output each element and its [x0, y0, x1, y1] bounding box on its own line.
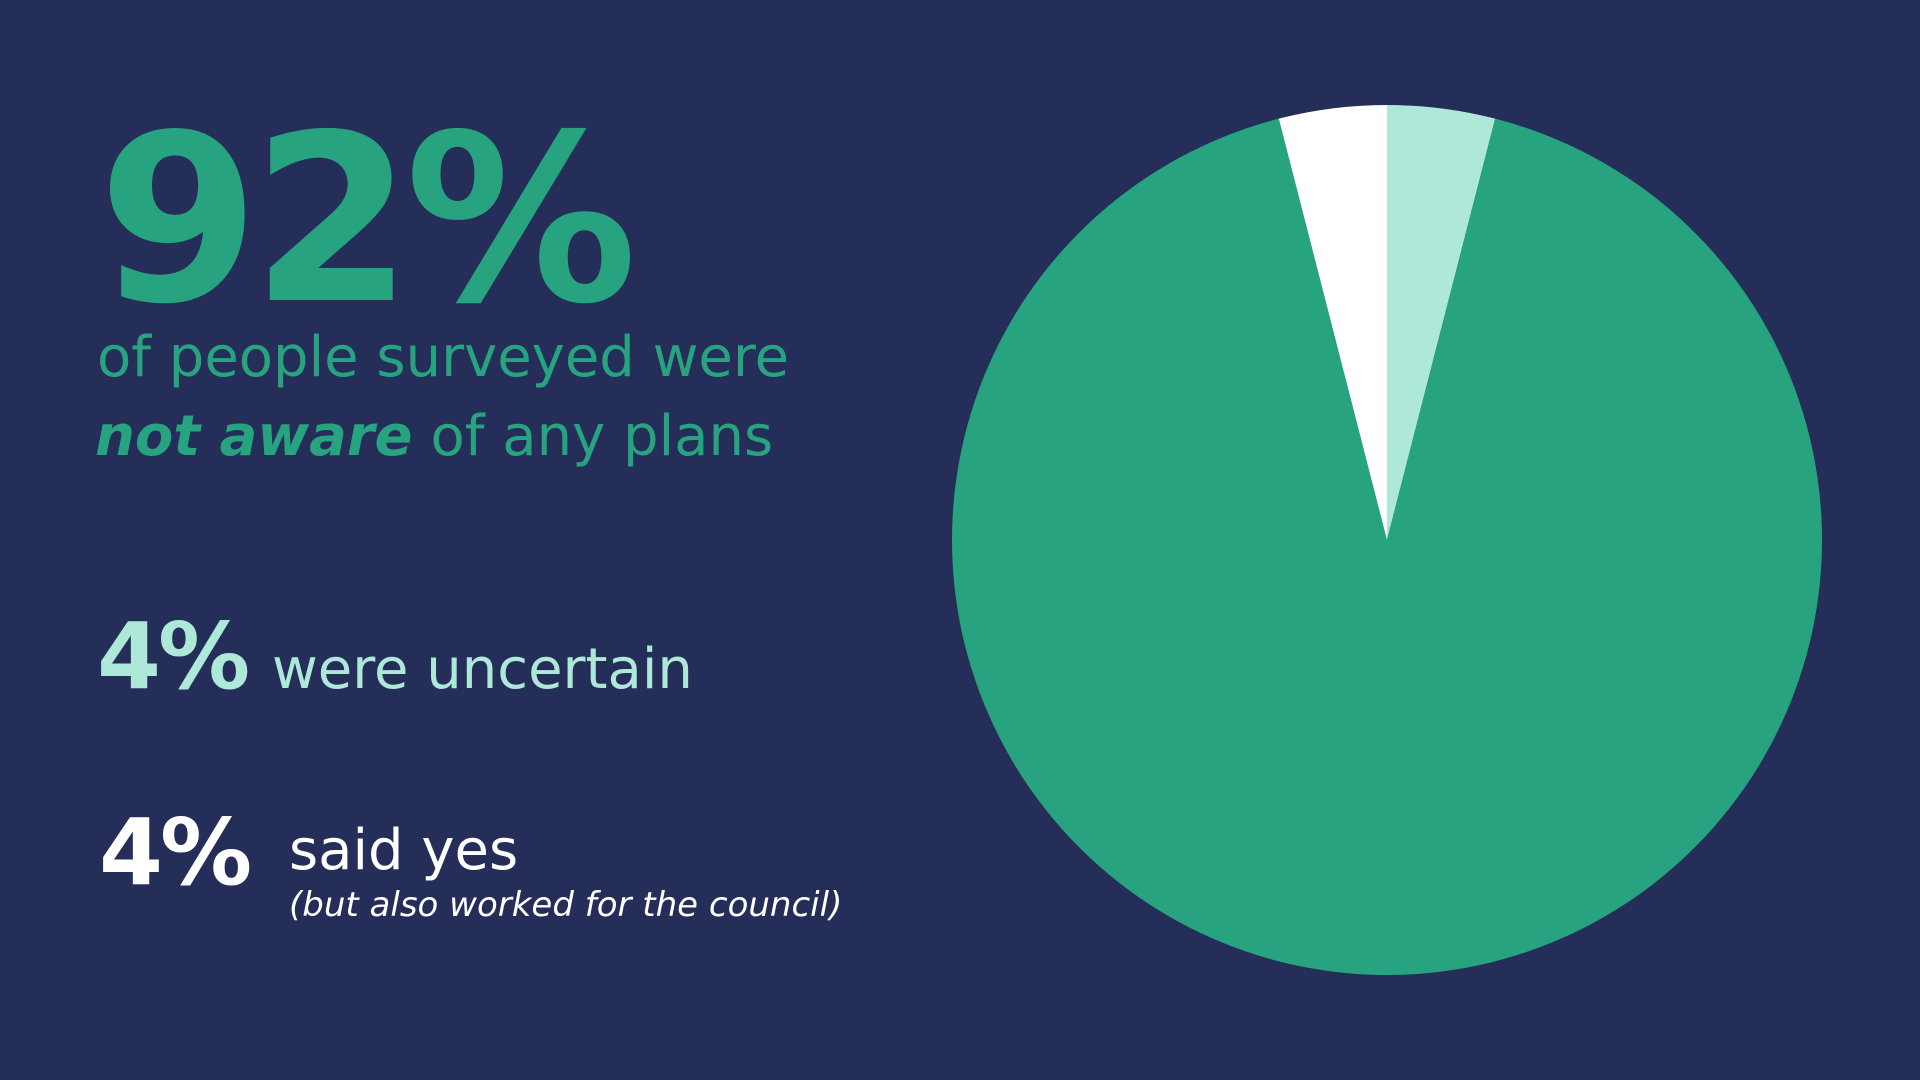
headline-value: 92%	[98, 85, 631, 355]
pie	[952, 105, 1823, 976]
value-label: 4%	[97, 603, 248, 710]
category-label: said yes	[289, 818, 518, 883]
headline-text-line: not aware of any plans	[95, 404, 773, 469]
pie-slice	[1278, 105, 1387, 540]
category-label: were uncertain	[272, 637, 693, 702]
headline-text: of people surveyed were	[97, 325, 789, 390]
value-label: 4%	[99, 799, 250, 906]
note: (but also worked for the council)	[289, 885, 842, 925]
headline-suffix: of any plans	[431, 404, 774, 469]
labels: 92%of people surveyed were not aware of an…	[95, 85, 842, 925]
emphasis: not aware	[95, 404, 413, 469]
pie-slice	[952, 118, 1823, 976]
pie-slice	[1387, 105, 1496, 540]
